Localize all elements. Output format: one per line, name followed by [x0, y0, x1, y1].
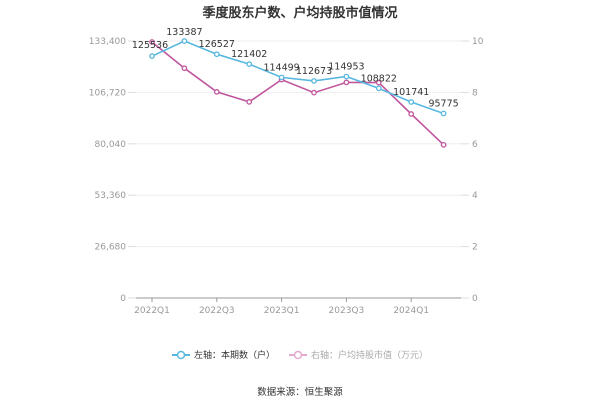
right-axis-tick-label: 0 — [472, 294, 478, 304]
left-axis-tick-label: 133,400 — [89, 37, 126, 47]
left-axis-ticks: 0 26,680 53,360 80,040 106,720 133,400 — [89, 37, 126, 304]
legend-pink-line-circle-icon — [289, 350, 307, 359]
left-axis-tick-label: 106,720 — [89, 88, 126, 98]
data-point[interactable] — [440, 110, 447, 117]
x-axis: 2022Q1 2022Q3 2023Q1 2023Q3 2024Q1 — [134, 297, 461, 316]
right-axis-tick-label: 2 — [472, 243, 478, 253]
x-axis-tick-label: 2022Q1 — [134, 306, 170, 316]
legend-right-label: 右轴：户均持股市值（万元） — [311, 351, 429, 361]
data-point[interactable] — [440, 141, 447, 148]
data-label: 108822 — [361, 73, 397, 84]
legend-item-left-axis[interactable]: 左轴：本期数（户） — [171, 348, 275, 361]
data-point[interactable] — [213, 51, 220, 58]
legend-left-label: 左轴：本期数（户） — [193, 351, 275, 361]
left-axis-tick-label: 0 — [120, 294, 126, 304]
data-label: 121402 — [231, 49, 267, 60]
right-axis-ticks: 0 2 4 6 8 10 — [472, 37, 484, 304]
legend-item-right-axis[interactable]: 右轴：户均持股市值（万元） — [289, 348, 428, 361]
data-label: 101741 — [393, 87, 429, 98]
data-label: 95775 — [428, 98, 458, 109]
data-label: 125536 — [132, 40, 168, 51]
data-point[interactable] — [311, 78, 317, 84]
x-axis-tick-label: 2023Q3 — [329, 306, 365, 316]
data-point[interactable] — [246, 99, 253, 105]
data-point[interactable] — [149, 53, 155, 60]
left-axis-tick-label: 53,360 — [95, 191, 127, 201]
data-point[interactable] — [311, 89, 317, 96]
data-label: 126527 — [199, 39, 235, 50]
line-chart: 0 26,680 53,360 80,040 106,720 133,400 0 2 4 6 8 1… — [89, 27, 484, 316]
data-point[interactable] — [375, 79, 382, 86]
data-label: 114499 — [263, 62, 299, 73]
data-label: 133387 — [166, 27, 202, 38]
chart-title: 季度股东户数、户均持股市值情况 — [202, 6, 398, 21]
data-point[interactable] — [343, 73, 350, 80]
data-point[interactable] — [181, 38, 188, 44]
data-source: 数据来源：恒生聚源 — [257, 387, 343, 398]
right-axis-tick-label: 10 — [472, 37, 484, 47]
data-point[interactable] — [343, 79, 350, 86]
x-axis-tick-label: 2022Q3 — [199, 306, 235, 316]
right-axis-tick-label: 4 — [472, 191, 478, 201]
data-label: 112673 — [296, 66, 332, 77]
left-axis-tick-label: 26,680 — [95, 243, 127, 253]
left-series-line — [149, 38, 447, 117]
right-axis-tick-label: 8 — [472, 88, 478, 98]
data-label: 114953 — [328, 62, 364, 73]
data-point[interactable] — [375, 85, 382, 92]
data-point[interactable] — [213, 89, 220, 95]
data-point[interactable] — [408, 99, 415, 105]
data-point[interactable] — [278, 74, 285, 81]
data-point[interactable] — [181, 65, 188, 72]
right-axis-tick-label: 6 — [472, 140, 478, 150]
data-point[interactable] — [246, 61, 253, 67]
left-axis-tick-label: 80,040 — [95, 140, 127, 150]
data-point[interactable] — [149, 39, 155, 45]
data-point[interactable] — [408, 111, 415, 117]
grid-lines — [128, 40, 469, 299]
legend: 左轴：本期数（户） 右轴：户均持股市值（万元） — [0, 348, 600, 361]
x-axis-tick-label: 2024Q1 — [393, 306, 429, 316]
legend-blue-line-circle-icon — [171, 350, 190, 359]
x-axis-tick-label: 2023Q1 — [264, 306, 300, 316]
